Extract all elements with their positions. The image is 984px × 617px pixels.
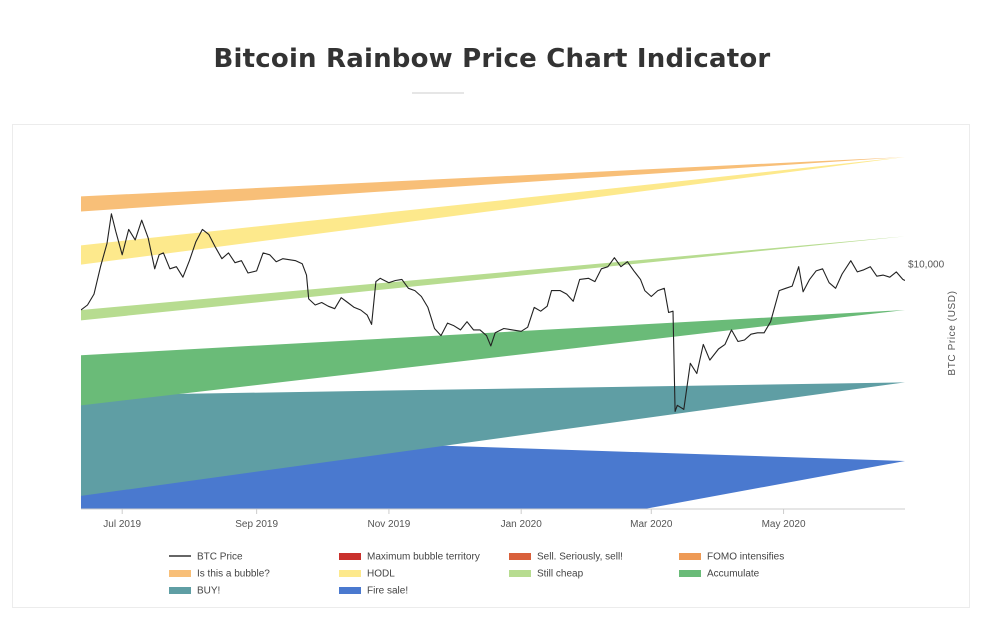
legend-label: BUY! [197,586,220,597]
legend-item-buy[interactable]: BUY! [169,586,220,597]
title-divider [412,92,464,94]
legend-swatch [679,570,701,577]
band-buy [81,382,905,496]
x-tick-label: Jul 2019 [103,519,141,530]
legend-item-fire-sale[interactable]: Fire sale! [339,586,408,597]
legend-swatch [509,553,531,560]
legend-item-sell-seriously-sell[interactable]: Sell. Seriously, sell! [509,552,623,563]
x-tick-label: Mar 2020 [630,519,673,530]
y-tick-label: $10,000 [908,260,945,271]
legend-swatch [339,587,361,594]
band-still-cheap [81,236,905,321]
legend-swatch [509,570,531,577]
y-axis-label: BTC Price (USD) [947,290,958,375]
y-axis-ticks: $10,000 [908,260,945,271]
x-axis-ticks: Jul 2019 Sep 2019 Nov 2019 Jan 2020 Mar 2020… [103,509,806,530]
legend-label: Sell. Seriously, sell! [537,552,623,563]
x-tick-label: May 2020 [762,519,806,530]
rainbow-chart: Jul 2019 Sep 2019 Nov 2019 Jan 2020 Mar 2020… [81,157,958,597]
legend-label: HODL [367,569,395,580]
series-line-btc-price [81,213,905,413]
rainbow-bands [81,157,905,509]
legend-swatch [169,570,191,577]
legend-item-fomo-intensifies[interactable]: FOMO intensifies [679,552,784,563]
legend-swatch [339,553,361,560]
legend-item-btc-price[interactable]: BTC Price [169,552,243,563]
legend-label: Still cheap [537,569,584,580]
price-series-layer [81,213,905,413]
legend-label: Maximum bubble territory [367,552,480,563]
legend-item-accumulate[interactable]: Accumulate [679,569,760,580]
legend-swatch [169,587,191,594]
legend-item-still-cheap[interactable]: Still cheap [509,569,584,580]
page-title: Bitcoin Rainbow Price Chart Indicator [213,44,771,74]
legend-item-maximum-bubble-territory[interactable]: Maximum bubble territory [339,552,480,563]
x-tick-label: Nov 2019 [368,519,411,530]
legend-label: Is this a bubble? [197,569,270,580]
legend-label: BTC Price [197,552,243,563]
legend-item-is-this-a-bubble[interactable]: Is this a bubble? [169,569,270,580]
legend-label: Accumulate [707,569,760,580]
x-tick-label: Jan 2020 [501,519,543,530]
legend-label: Fire sale! [367,586,408,597]
legend-label: FOMO intensifies [707,552,784,563]
legend-swatch [679,553,701,560]
x-tick-label: Sep 2019 [235,519,278,530]
chart-card: Jul 2019 Sep 2019 Nov 2019 Jan 2020 Mar 2020… [12,124,970,608]
legend-item-hodl[interactable]: HODL [339,569,395,580]
chart-legend: BTC Price Maximum bubble territory Sell. S… [169,552,784,597]
legend-swatch [339,570,361,577]
